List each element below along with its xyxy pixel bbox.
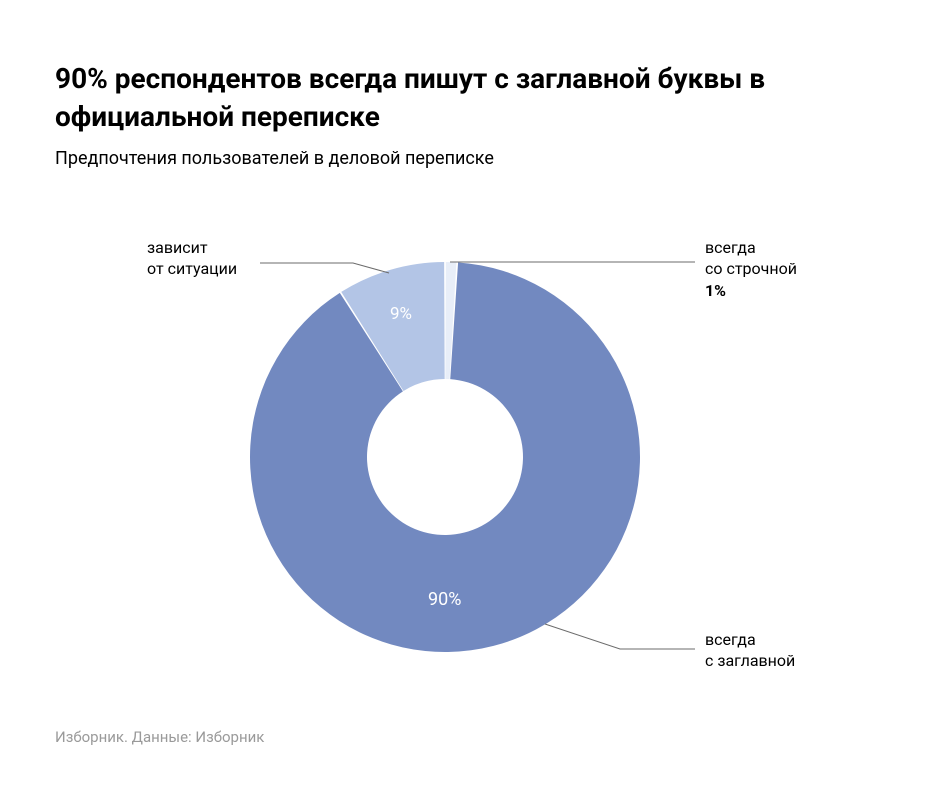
chart-title: 90% респондентов всегда пишут с заглавно… — [55, 60, 885, 136]
leader-line-depends — [260, 263, 389, 273]
donut-chart: 90%9%всегдасо строчной1%зависитот ситуац… — [55, 199, 885, 699]
callout-always_upper: всегдас заглавной — [705, 629, 795, 672]
callout-line: от ситуации — [147, 258, 237, 280]
callout-line: со строчной — [705, 258, 797, 280]
callout-always_lower: всегдасо строчной1% — [705, 237, 797, 302]
callout-depends: зависитот ситуации — [147, 237, 237, 280]
callout-line: с заглавной — [705, 650, 795, 672]
callout-line: всегда — [705, 629, 795, 651]
slice-pct-depends: 9% — [390, 304, 412, 324]
chart-subtitle: Предпочтения пользователей в деловой пер… — [55, 148, 885, 169]
chart-footer-source: Изборник. Данные: Изборник — [55, 728, 264, 746]
callout-line: зависит — [147, 237, 237, 259]
callout-value: 1% — [705, 280, 797, 302]
leader-line-always_upper — [545, 624, 695, 649]
slice-pct-always_upper: 90% — [428, 589, 461, 610]
callout-line: всегда — [705, 237, 797, 259]
